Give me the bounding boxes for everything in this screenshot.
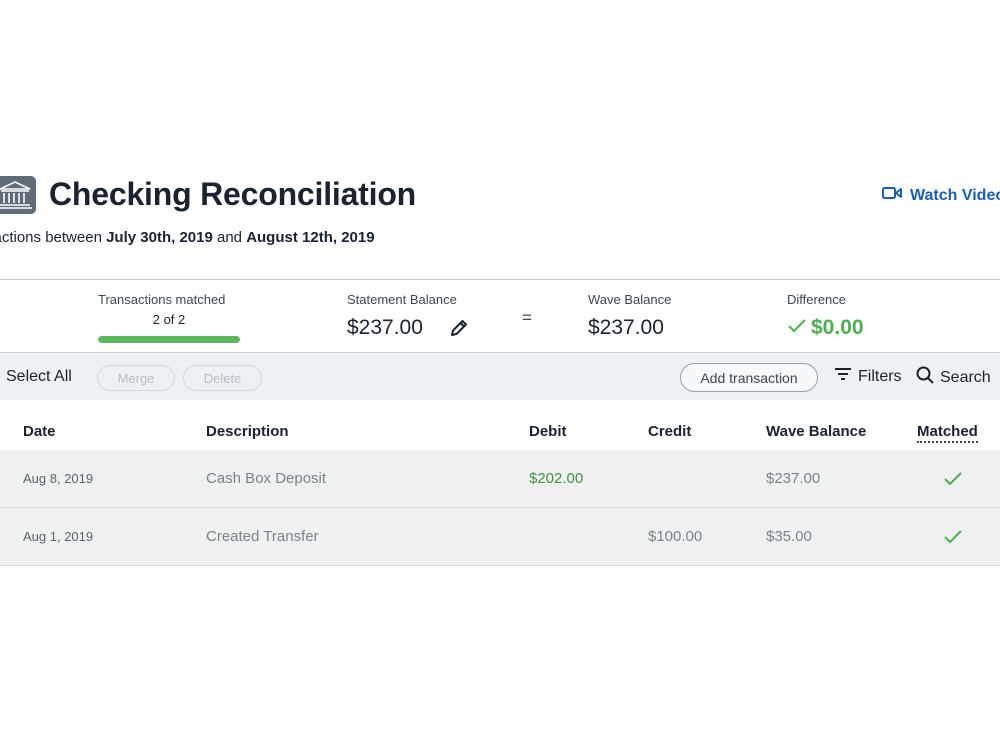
bank-icon [0,176,36,214]
merge-button[interactable]: Merge [97,365,175,391]
row-description: Cash Box Deposit [206,470,327,487]
date-range-start: July 30th, 2019 [106,229,213,246]
date-range-prefix: sactions between [0,229,102,246]
column-header-debit[interactable]: Debit [529,423,567,440]
date-range: sactions between July 30th, 2019 and Aug… [0,229,375,246]
wave-balance-label: Wave Balance [588,292,672,307]
matched-progress-fill [98,336,240,343]
row-date: Aug 1, 2019 [23,529,94,544]
add-transaction-button[interactable]: Add transaction [680,363,818,392]
transactions-matched-count: 2 of 2 [152,312,186,327]
pencil-icon[interactable] [449,318,469,338]
watch-video-label: Watch Video [910,186,1000,204]
row-wave-balance: $35.00 [766,528,812,545]
difference-value-group: $0.00 [787,316,864,340]
matched-checkmark-icon [943,471,963,487]
row-debit: $202.00 [529,470,584,487]
watch-video-link[interactable]: Watch Video [882,186,1000,205]
page-title: Checking Reconciliation [49,176,417,212]
column-header-wave-balance[interactable]: Wave Balance [766,423,867,440]
difference-value: $0.00 [811,316,864,339]
filters-label: Filters [858,367,902,385]
column-header-description[interactable]: Description [206,423,289,440]
delete-button[interactable]: Delete [183,365,262,391]
date-range-and: and [216,229,243,246]
difference-label: Difference [787,292,847,307]
row-description: Created Transfer [206,528,319,545]
search-icon [916,366,934,389]
row-date: Aug 8, 2019 [23,471,94,486]
equals-sign: = [522,308,532,327]
statement-balance-label: Statement Balance [347,292,457,307]
column-header-date[interactable]: Date [23,423,56,440]
wave-balance-value: $237.00 [588,316,664,339]
filters-button[interactable]: Filters [834,366,902,387]
column-header-credit[interactable]: Credit [648,423,692,440]
matched-checkmark-icon [943,529,963,545]
date-range-end: August 12th, 2019 [246,229,375,246]
checkmark-icon [787,316,807,340]
filter-icon [834,366,852,387]
table-row[interactable] [0,450,1000,508]
row-wave-balance: $237.00 [766,470,821,487]
summary-divider-bottom [0,352,1000,353]
select-all-button[interactable]: Select All [6,368,72,385]
summary-divider-top [0,279,1000,280]
video-camera-icon [882,186,902,205]
search-button[interactable]: Search [916,366,991,389]
search-label: Search [940,368,991,386]
table-row[interactable] [0,508,1000,566]
row-credit: $100.00 [648,528,703,545]
table-header [0,400,1000,450]
statement-balance-value: $237.00 [347,316,423,339]
matched-progress-bar [98,336,240,343]
column-header-matched[interactable]: Matched [917,423,978,443]
transactions-matched-label: Transactions matched [98,292,226,307]
